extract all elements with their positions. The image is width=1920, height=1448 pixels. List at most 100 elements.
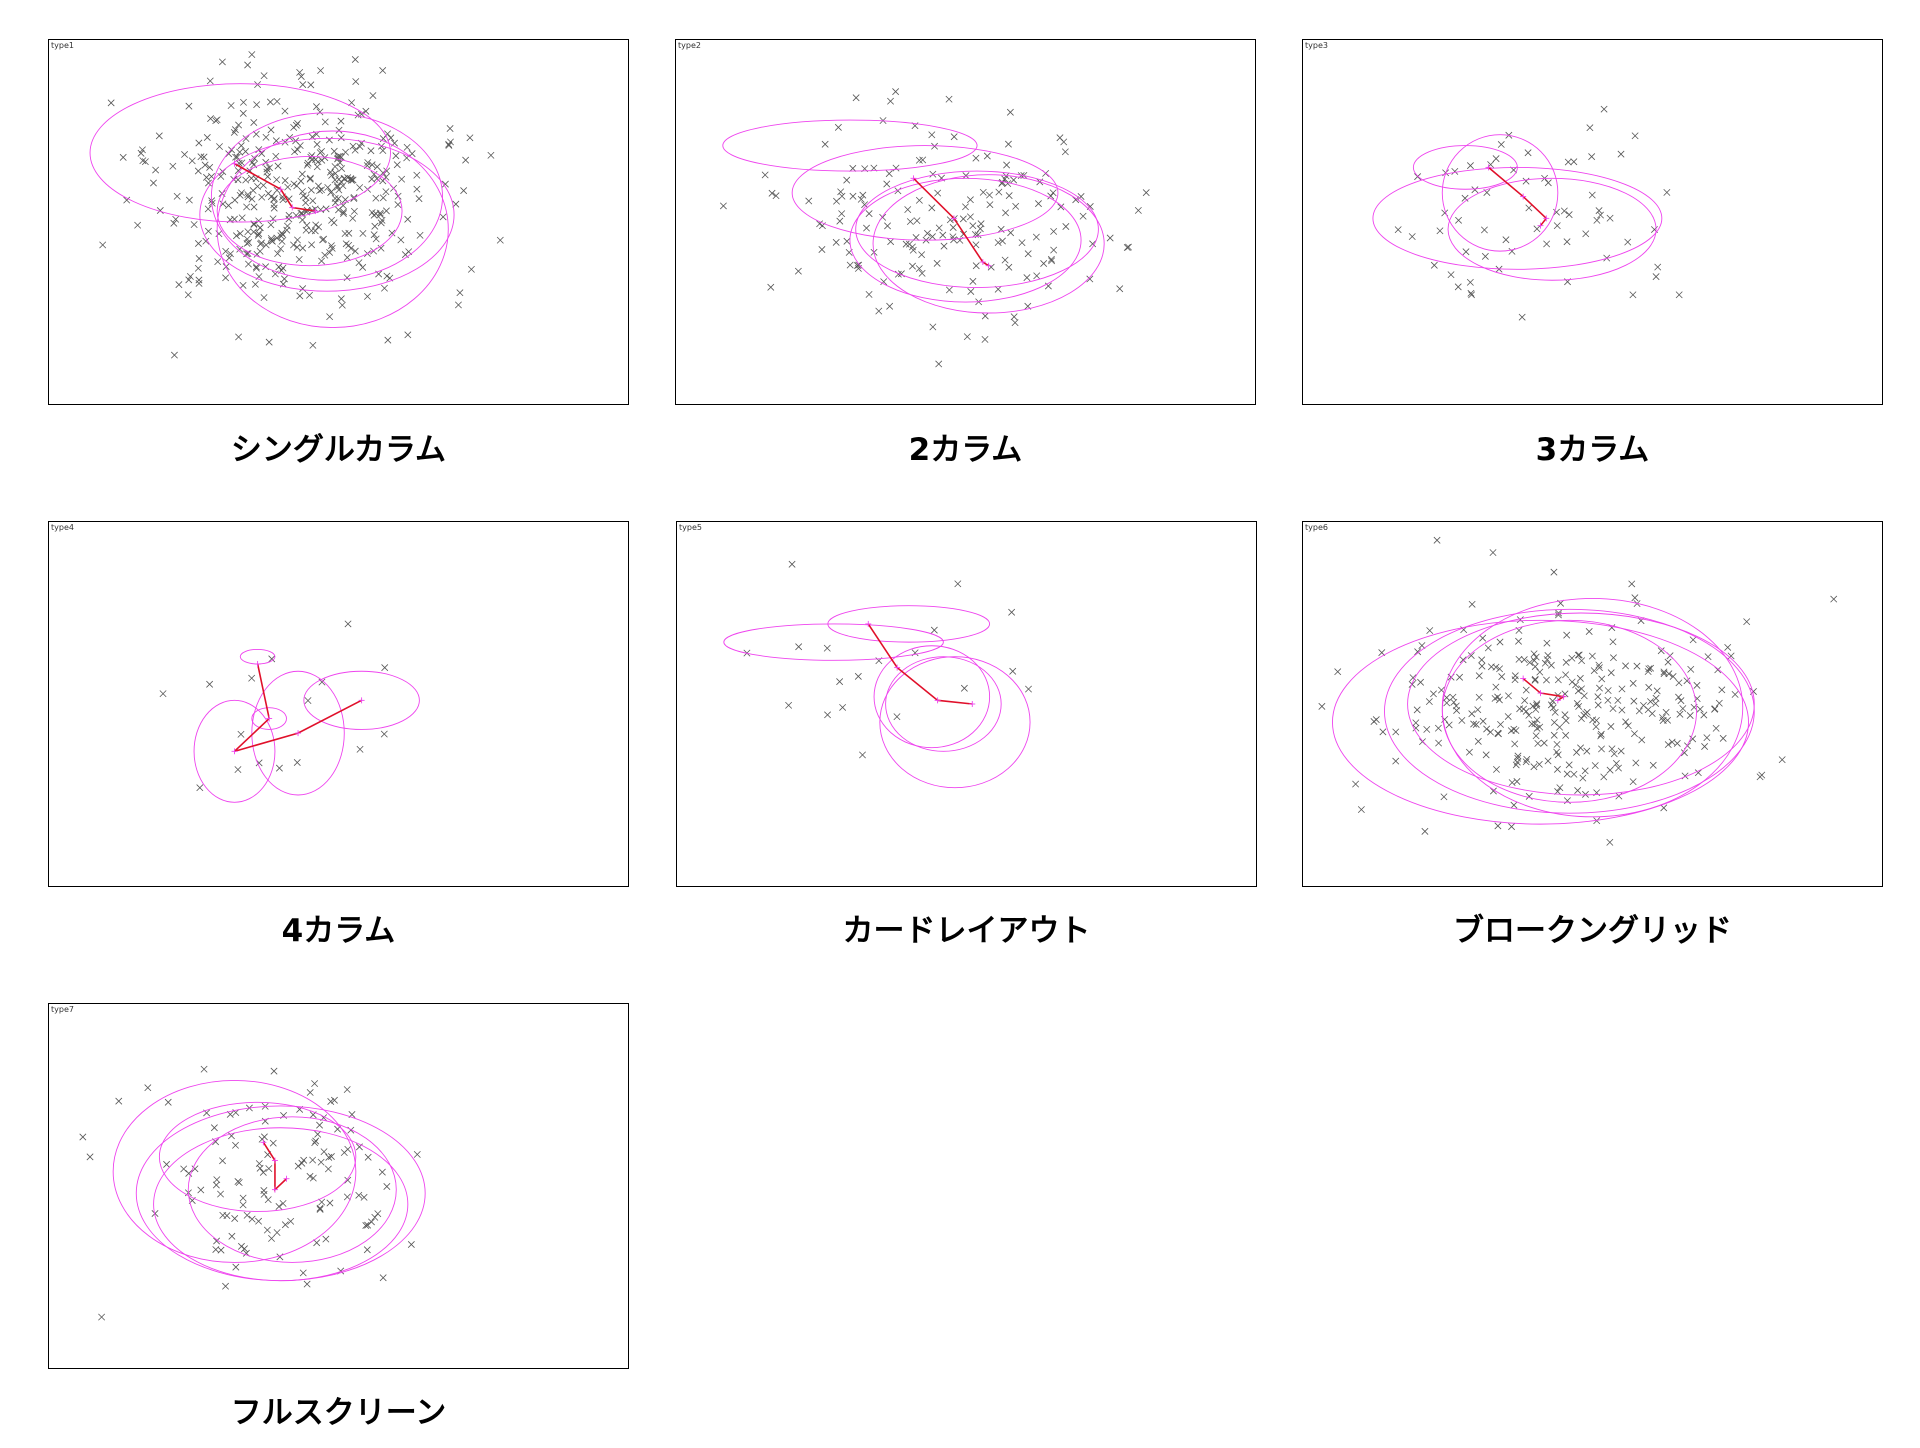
data-point (164, 1098, 172, 1106)
point-stroke (1142, 189, 1150, 197)
point-stroke (352, 78, 360, 85)
point-stroke (894, 270, 902, 278)
point-stroke (1471, 186, 1479, 194)
point-stroke (258, 150, 266, 157)
data-point (933, 259, 941, 267)
data-point (1612, 759, 1620, 767)
point-stroke (343, 274, 351, 282)
data-point (1453, 707, 1461, 714)
point-stroke (298, 188, 306, 196)
point-stroke (1562, 658, 1570, 666)
data-point (326, 313, 334, 321)
data-point (359, 229, 367, 237)
point-stroke (1409, 674, 1417, 682)
data-point (285, 195, 293, 203)
data-point (368, 1218, 375, 1226)
point-stroke (378, 216, 386, 224)
data-point (188, 157, 196, 165)
point-stroke (208, 173, 215, 180)
point-stroke (934, 189, 942, 197)
data-point (1532, 732, 1540, 740)
point-stroke (239, 1194, 247, 1202)
point-stroke (1573, 748, 1581, 756)
point-stroke (1392, 757, 1400, 765)
point-stroke (262, 133, 270, 141)
data-point (263, 168, 271, 176)
data-point (242, 176, 250, 184)
data-point (1570, 770, 1578, 778)
point-stroke (248, 195, 256, 203)
data-point (388, 229, 396, 237)
point-stroke (316, 1205, 324, 1213)
data-point (238, 159, 246, 167)
data-point (1475, 693, 1483, 701)
point-stroke (1629, 778, 1637, 786)
data-point (986, 201, 994, 209)
data-point (972, 262, 980, 270)
data-point (317, 67, 325, 75)
data-point (238, 189, 245, 197)
point-stroke (918, 251, 926, 259)
point-stroke (347, 244, 355, 252)
point-stroke (935, 360, 943, 368)
data-point (1595, 207, 1603, 215)
data-point (1683, 677, 1691, 685)
data-point (1654, 263, 1662, 271)
point-stroke (1553, 748, 1561, 756)
point-stroke (1357, 806, 1365, 814)
data-point (1580, 711, 1588, 719)
data-point (356, 745, 364, 753)
point-stroke (1653, 687, 1661, 695)
point-stroke (1536, 668, 1544, 676)
point-stroke (1645, 683, 1653, 691)
data-point (294, 146, 302, 154)
data-point (359, 263, 367, 271)
data-point (317, 1158, 325, 1166)
point-stroke (1652, 273, 1660, 281)
data-point (1434, 724, 1442, 732)
data-point (273, 97, 281, 105)
data-point (1412, 724, 1420, 732)
data-point (863, 224, 870, 232)
point-stroke (392, 152, 400, 160)
data-point (338, 165, 346, 172)
data-point (369, 92, 377, 100)
point-stroke (1451, 167, 1459, 175)
data-point (1660, 668, 1668, 676)
data-point (287, 1217, 295, 1225)
point-stroke (185, 1169, 193, 1177)
point-stroke (816, 220, 824, 228)
data-point (316, 1205, 324, 1213)
data-point (849, 164, 857, 172)
data-point (250, 203, 258, 211)
point-stroke (1606, 838, 1614, 846)
point-stroke (1522, 686, 1530, 694)
point-stroke (1549, 697, 1557, 705)
data-point (313, 140, 321, 148)
point-stroke (1468, 710, 1476, 718)
data-point (1516, 616, 1524, 624)
point-stroke (1543, 676, 1550, 684)
data-point (356, 184, 364, 192)
data-point (1478, 662, 1486, 670)
point-stroke (316, 1121, 324, 1129)
point-stroke (243, 203, 251, 211)
data-point (336, 159, 344, 167)
data-point (185, 276, 193, 284)
data-point (1421, 827, 1429, 835)
data-point (1573, 748, 1581, 756)
point-stroke (316, 187, 324, 195)
data-point (940, 242, 948, 250)
data-point (185, 102, 193, 110)
cluster-ellipse (1407, 612, 1755, 796)
data-point (894, 270, 902, 278)
point-stroke (295, 255, 303, 263)
data-point (225, 150, 233, 158)
point-stroke (997, 225, 1005, 233)
point-stroke (212, 1181, 220, 1189)
point-stroke (823, 644, 831, 652)
data-point (303, 221, 311, 229)
point-stroke (1652, 694, 1660, 702)
point-stroke (416, 231, 424, 239)
data-point (196, 784, 204, 792)
